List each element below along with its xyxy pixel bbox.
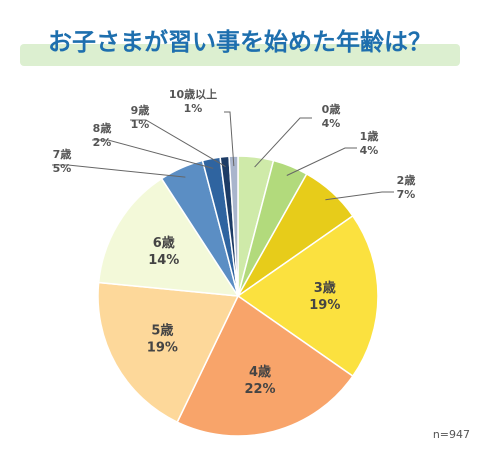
- leader-lines: [52, 111, 394, 201]
- slice-pct-5: 19%: [147, 341, 178, 356]
- pie-slice-6: [97, 177, 240, 297]
- slice-label-6: 6歳: [153, 235, 175, 251]
- slice-label-4: 4歳: [249, 364, 271, 380]
- outer-pct-10: 1%: [184, 102, 203, 115]
- slice-label-5: 5歳: [151, 323, 173, 339]
- leader-line-2: [325, 191, 394, 201]
- outer-label-2: 2歳: [397, 173, 416, 187]
- chart-title: お子さまが習い事を始めた年齢は？: [48, 28, 432, 56]
- outer-pct-8: 2%: [93, 136, 112, 149]
- outer-pct-7: 5%: [53, 162, 72, 175]
- outer-label-9: 9歳: [131, 103, 150, 117]
- slice-labels: 0歳4%1歳4%2歳7%3歳19%4歳22%5歳19%6歳14%7歳5%8歳2%…: [53, 87, 416, 397]
- pie-slice-5: [97, 281, 240, 424]
- leader-line-7: [52, 164, 186, 178]
- pie-slices: [97, 155, 379, 437]
- outer-label-1: 1歳: [360, 129, 379, 143]
- sample-size-note: n=947: [433, 428, 470, 441]
- slice-label-3: 3歳: [314, 280, 336, 296]
- leader-line-9: [130, 119, 226, 168]
- outer-label-0: 0歳: [322, 102, 341, 116]
- pie-slice-3: [236, 214, 379, 378]
- slice-pct-3: 19%: [309, 298, 340, 313]
- leader-line-10: [224, 111, 235, 167]
- outer-label-7: 7歳: [53, 147, 72, 161]
- leader-line-1: [286, 147, 357, 176]
- outer-label-10: 10歳以上: [169, 87, 217, 101]
- pie-slice-4: [176, 294, 354, 437]
- slice-pct-4: 22%: [244, 382, 275, 397]
- slice-pct-6: 14%: [148, 253, 179, 268]
- leader-line-8: [92, 139, 214, 169]
- title-band: [20, 44, 460, 66]
- outer-pct-0: 4%: [322, 117, 341, 130]
- leader-line-0: [254, 117, 312, 168]
- outer-pct-1: 4%: [360, 144, 379, 157]
- outer-pct-9: 1%: [131, 118, 150, 131]
- outer-label-8: 8歳: [93, 121, 112, 135]
- outer-pct-2: 7%: [397, 188, 416, 201]
